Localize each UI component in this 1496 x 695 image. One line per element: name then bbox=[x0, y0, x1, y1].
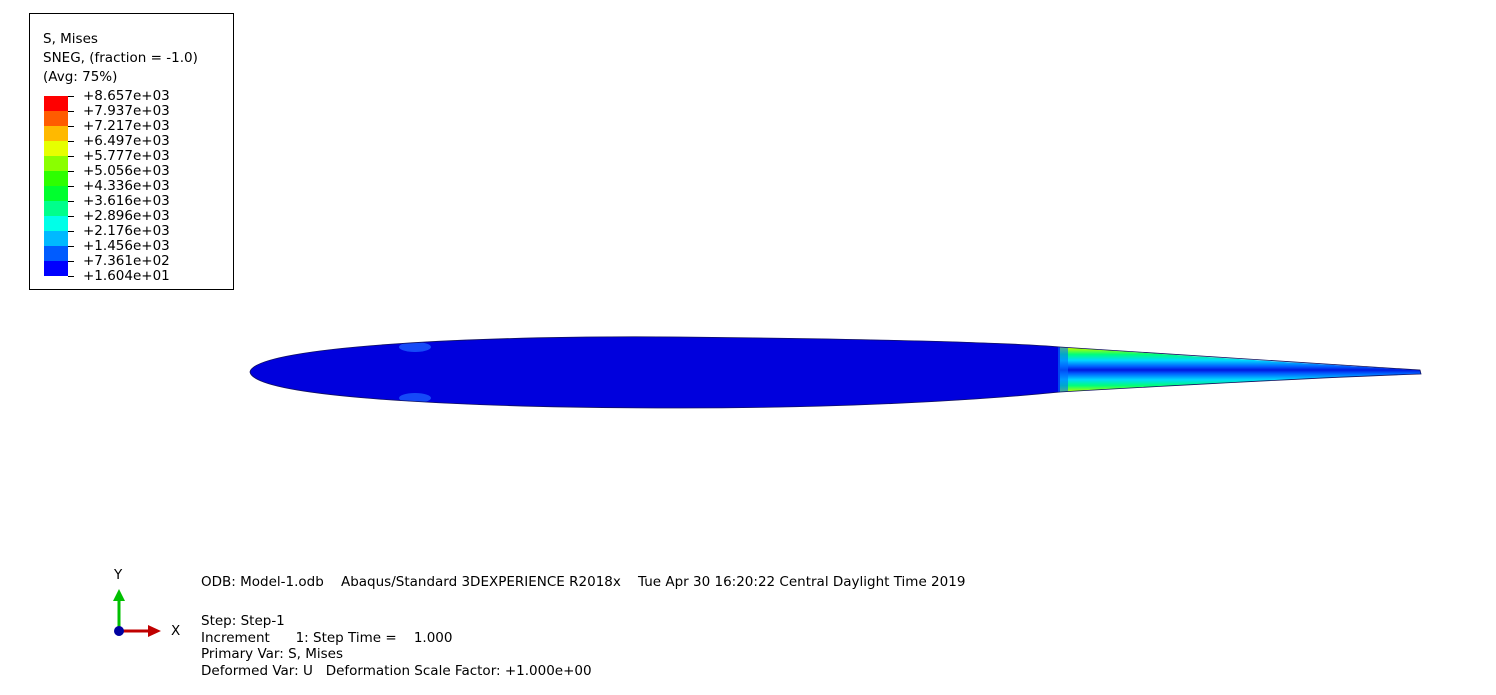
legend-level-label: +5.056e+03 bbox=[83, 163, 170, 179]
legend-swatch bbox=[44, 156, 68, 171]
legend-swatch bbox=[44, 231, 68, 246]
trailing-edge-stress-region bbox=[1060, 340, 1421, 400]
legend-swatch bbox=[44, 246, 68, 261]
y-axis-arrowhead bbox=[113, 589, 125, 601]
legend-swatch bbox=[44, 96, 68, 111]
legend-level-label: +5.777e+03 bbox=[83, 148, 170, 164]
primary-var-info: Primary Var: S, Mises bbox=[201, 646, 343, 662]
legend-swatch bbox=[44, 186, 68, 201]
airfoil-body bbox=[250, 336, 1070, 408]
x-axis-arrowhead bbox=[148, 625, 161, 637]
legend-tick bbox=[68, 156, 74, 157]
legend-title-variable: S, Mises bbox=[43, 31, 98, 47]
legend-tick bbox=[68, 216, 74, 217]
legend-title-averaging: (Avg: 75%) bbox=[43, 69, 118, 85]
legend-level-label: +2.896e+03 bbox=[83, 208, 170, 224]
legend-level-label: +7.361e+02 bbox=[83, 253, 170, 269]
legend-level-label: +1.456e+03 bbox=[83, 238, 170, 254]
legend-swatch bbox=[44, 171, 68, 186]
legend-level-label: +4.336e+03 bbox=[83, 178, 170, 194]
legend-tick bbox=[68, 186, 74, 187]
legend-title-section-point: SNEG, (fraction = -1.0) bbox=[43, 50, 198, 66]
legend-swatch bbox=[44, 261, 68, 276]
leading-edge-lower-patch bbox=[399, 393, 431, 403]
legend-level-label: +3.616e+03 bbox=[83, 193, 170, 209]
legend-tick bbox=[68, 261, 74, 262]
increment-info: Increment 1: Step Time = 1.000 bbox=[201, 630, 453, 646]
legend-swatch bbox=[44, 216, 68, 231]
trailing-edge-transition bbox=[1058, 340, 1068, 400]
legend-swatch bbox=[44, 126, 68, 141]
contour-legend: S, Mises SNEG, (fraction = -1.0) (Avg: 7… bbox=[29, 13, 234, 290]
legend-swatch bbox=[44, 141, 68, 156]
legend-tick bbox=[68, 96, 74, 97]
legend-tick bbox=[68, 126, 74, 127]
step-info: Step: Step-1 bbox=[201, 613, 285, 629]
legend-level-label: +6.497e+03 bbox=[83, 133, 170, 149]
legend-level-label: +7.217e+03 bbox=[83, 118, 170, 134]
legend-tick bbox=[68, 276, 74, 277]
legend-tick bbox=[68, 171, 74, 172]
legend-level-label: +7.937e+03 bbox=[83, 103, 170, 119]
x-axis-label: X bbox=[171, 623, 181, 639]
legend-level-label: +8.657e+03 bbox=[83, 88, 170, 104]
legend-swatch bbox=[44, 201, 68, 216]
axis-triad: Y X bbox=[100, 565, 190, 645]
legend-swatch bbox=[44, 111, 68, 126]
legend-tick bbox=[68, 111, 74, 112]
leading-edge-upper-patch bbox=[399, 342, 431, 352]
legend-tick bbox=[68, 141, 74, 142]
deformed-var-info: Deformed Var: U Deformation Scale Factor… bbox=[201, 663, 592, 679]
legend-tick bbox=[68, 246, 74, 247]
legend-tick bbox=[68, 201, 74, 202]
legend-level-label: +1.604e+01 bbox=[83, 268, 170, 284]
legend-level-label: +2.176e+03 bbox=[83, 223, 170, 239]
y-axis-label: Y bbox=[114, 567, 123, 583]
airfoil-outline bbox=[249, 336, 1422, 409]
legend-color-bar bbox=[44, 96, 74, 277]
odb-info-line: ODB: Model-1.odb Abaqus/Standard 3DEXPER… bbox=[201, 574, 966, 590]
legend-tick bbox=[68, 231, 74, 232]
triad-origin bbox=[114, 626, 124, 636]
